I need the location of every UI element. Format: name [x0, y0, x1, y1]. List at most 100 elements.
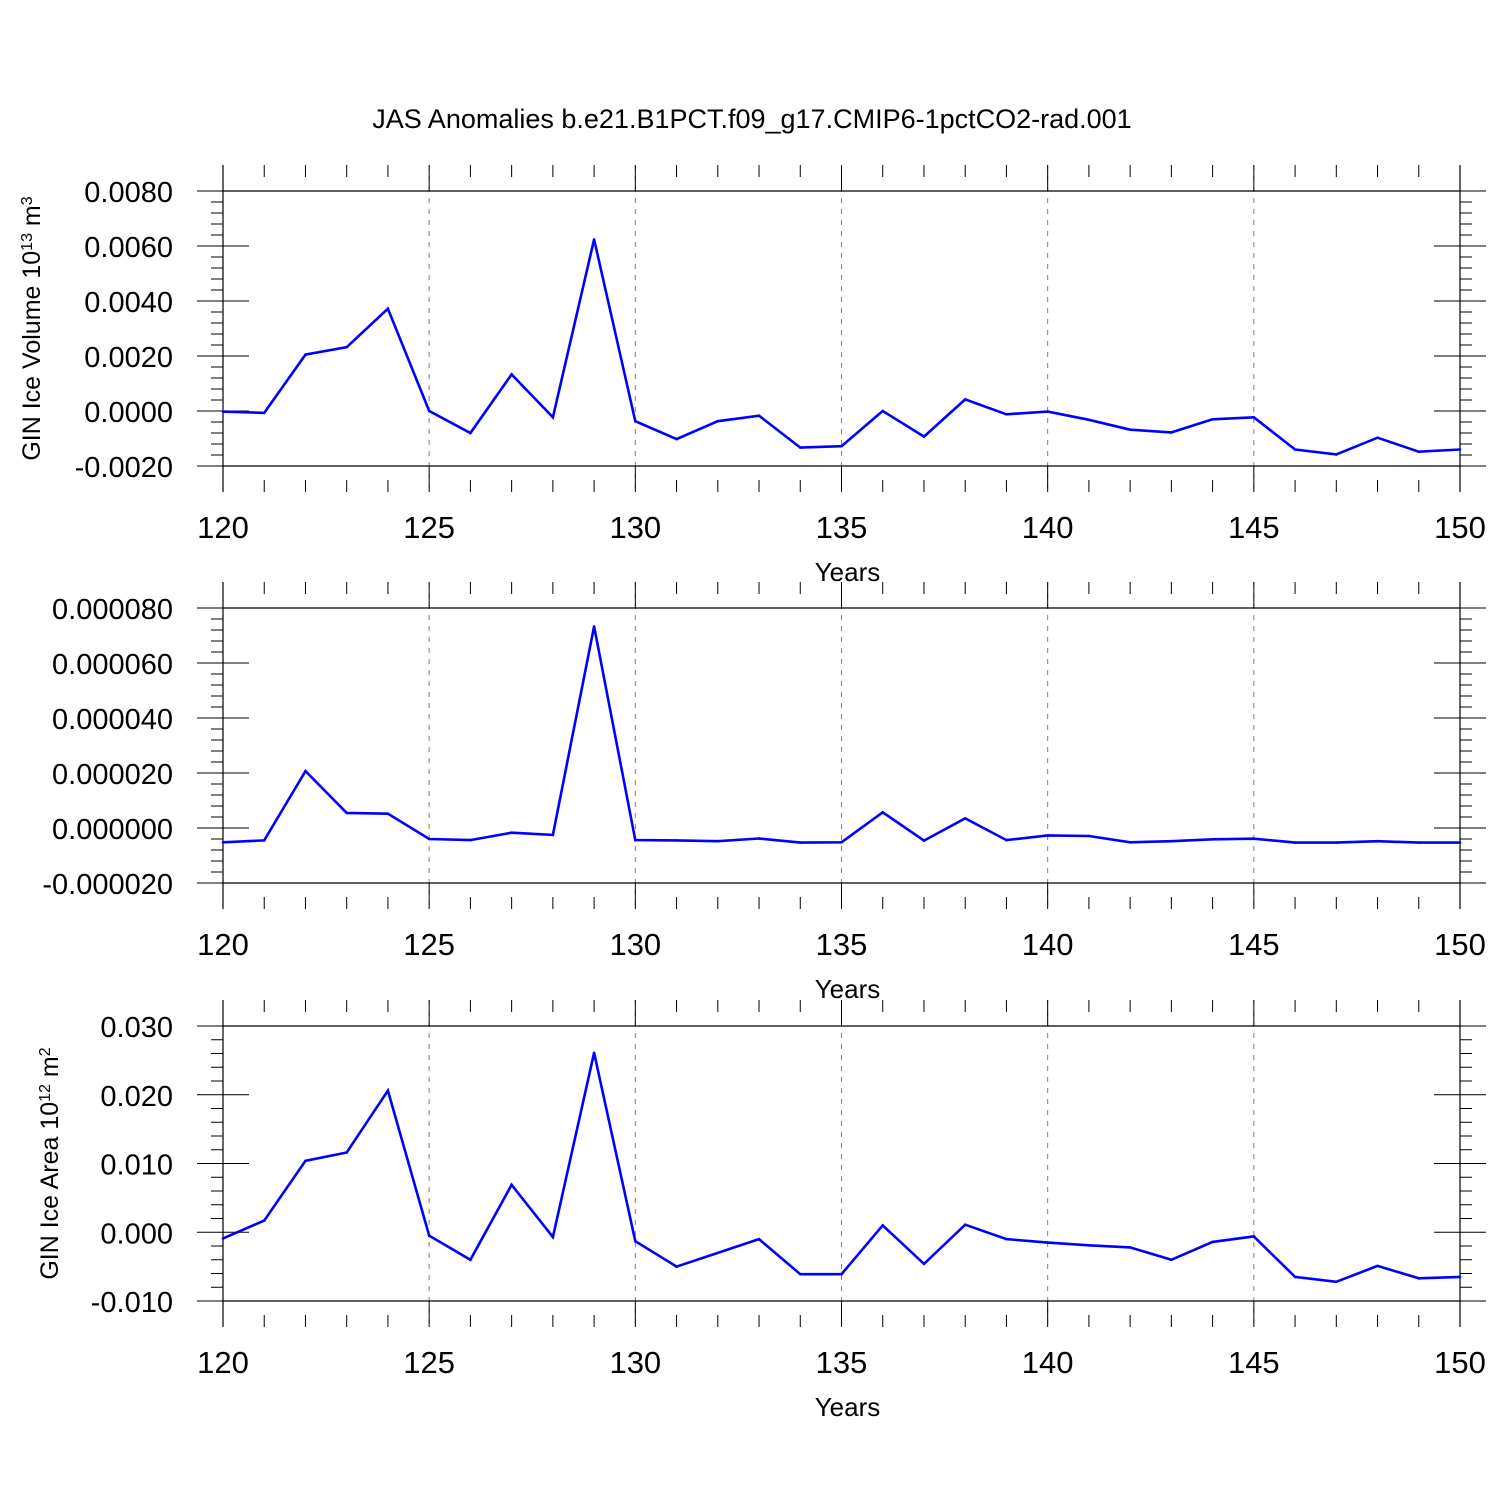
- data-point: [1335, 1280, 1338, 1284]
- data-point: [427, 837, 431, 841]
- data-point: [1252, 837, 1256, 841]
- x-tick-label: 135: [816, 510, 868, 545]
- data-point: [262, 411, 266, 415]
- data-point: [262, 1219, 266, 1222]
- y-tick-label: 0.0060: [84, 232, 173, 264]
- data-point: [716, 1251, 720, 1255]
- data-point: [634, 1239, 637, 1243]
- data-point: [1376, 436, 1379, 439]
- data-point: [386, 1089, 390, 1092]
- data-point: [262, 839, 266, 842]
- y-tick-label: 0.0040: [84, 287, 173, 319]
- y-tick-label: 0.000020: [52, 759, 173, 791]
- panel-2: -0.000020 0.000000 0.000020 0.000040 0.00006…: [0, 582, 1486, 1004]
- data-point: [592, 238, 596, 241]
- data-point: [634, 419, 637, 423]
- data-point: [922, 1262, 926, 1266]
- y-tick-label: 0.000060: [52, 649, 173, 681]
- data-point: [304, 769, 307, 773]
- data-point: [881, 1224, 885, 1227]
- data-point: [922, 839, 926, 842]
- x-axis-label: Years: [815, 974, 881, 1004]
- data-point: [221, 841, 225, 844]
- data-point: [922, 435, 926, 438]
- data-point: [1458, 448, 1462, 451]
- panels: -0.0020 0.0000 0.0020 0.0040 0.0060 0.0080 120…: [0, 165, 1486, 1422]
- y-tick-label: 0.010: [100, 1150, 173, 1182]
- x-tick-label: 135: [816, 927, 868, 962]
- data-point: [675, 839, 678, 842]
- data-point: [386, 812, 390, 815]
- data-point: [757, 414, 761, 417]
- data-point: [881, 409, 885, 413]
- data-point: [634, 838, 637, 842]
- x-tick-label: 125: [403, 1345, 455, 1380]
- data-point: [1046, 410, 1049, 413]
- data-point: [798, 841, 802, 844]
- data-point: [469, 1258, 472, 1262]
- x-tick-label: 140: [1022, 510, 1074, 545]
- data-point: [1087, 1244, 1091, 1247]
- y-tick-label: -0.010: [91, 1287, 173, 1319]
- x-tick-label: 140: [1022, 927, 1074, 962]
- data-point: [592, 625, 596, 628]
- x-tick-label: 135: [816, 1345, 868, 1380]
- data-point: [1211, 1240, 1214, 1244]
- data-point: [1128, 841, 1132, 844]
- data-point: [1293, 1275, 1297, 1279]
- x-tick-label: 130: [609, 1345, 661, 1380]
- chart-title: JAS Anomalies b.e21.B1PCT.f09_g17.CMIP6-…: [372, 104, 1131, 134]
- data-point: [1335, 453, 1338, 456]
- data-point: [304, 1159, 307, 1163]
- data-point: [1087, 834, 1091, 838]
- y-tick-label: 0.000040: [52, 704, 173, 736]
- data-point: [1211, 417, 1214, 421]
- data-point: [757, 837, 761, 840]
- x-tick-label: 150: [1434, 1345, 1486, 1380]
- data-point: [1252, 416, 1256, 419]
- y-tick-label: 0.0080: [84, 177, 173, 209]
- data-point: [757, 1237, 761, 1241]
- data-point: [221, 1237, 225, 1240]
- data-point: [1005, 838, 1008, 842]
- data-point: [551, 1235, 555, 1239]
- data-point: [592, 1051, 596, 1055]
- data-point: [1170, 839, 1173, 843]
- data-point: [345, 811, 349, 815]
- data-point: [675, 437, 678, 441]
- data-point: [1376, 1264, 1379, 1268]
- data-point: [798, 446, 802, 449]
- data-point: [1046, 834, 1049, 837]
- data-point: [963, 817, 967, 820]
- data-point: [716, 419, 720, 423]
- data-point: [798, 1272, 802, 1276]
- x-tick-label: 145: [1228, 1345, 1280, 1380]
- data-point: [469, 838, 472, 842]
- y-tick-label: 0.000: [100, 1218, 173, 1250]
- data-point: [840, 444, 843, 448]
- data-point: [881, 811, 885, 814]
- data-point: [1128, 1246, 1132, 1249]
- data-point: [1005, 413, 1008, 416]
- data-point: [427, 409, 431, 413]
- panel-3: -0.010 0.000 0.010 0.020 0.030 120 125 130 135 14…: [36, 1000, 1486, 1422]
- y-axis-label: GIN Snow Volume 1013 m3: [0, 599, 6, 893]
- panel-1: -0.0020 0.0000 0.0020 0.0040 0.0060 0.0080 120…: [18, 165, 1486, 587]
- data-point: [1458, 841, 1462, 844]
- x-tick-label: 130: [609, 927, 661, 962]
- data-point: [1293, 841, 1297, 844]
- x-tick-label: 125: [403, 927, 455, 962]
- data-point: [1128, 428, 1132, 432]
- data-point: [1252, 1235, 1256, 1238]
- y-tick-label: 0.030: [100, 1012, 173, 1044]
- data-point: [1417, 450, 1421, 454]
- data-point: [345, 345, 349, 349]
- x-tick-label: 145: [1228, 510, 1280, 545]
- y-tick-label: 0.0020: [84, 342, 173, 374]
- data-point: [1046, 1241, 1049, 1244]
- x-tick-label: 120: [197, 927, 249, 962]
- x-tick-label: 150: [1434, 510, 1486, 545]
- data-point: [1087, 418, 1091, 422]
